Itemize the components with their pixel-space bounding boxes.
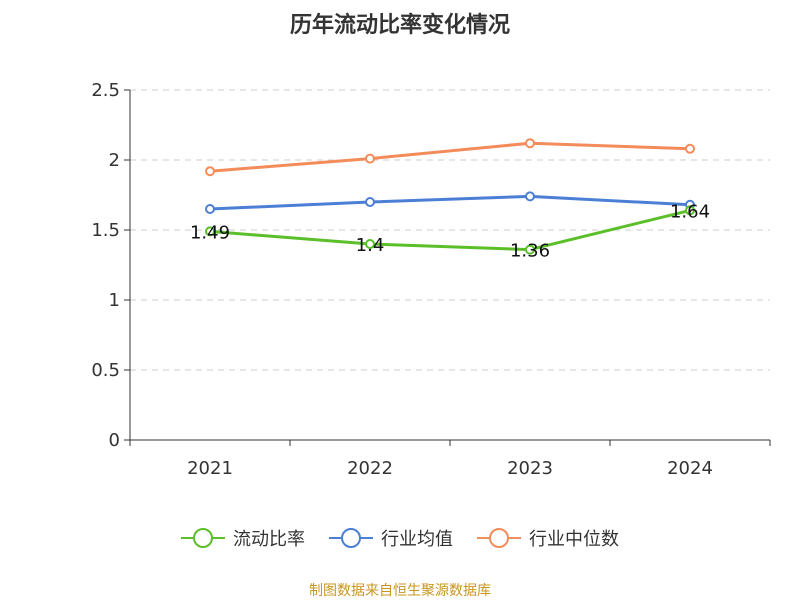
legend-label: 流动比率	[233, 529, 305, 550]
series	[205, 138, 695, 255]
axes: 0 0.5 1 1.5 2 2.5 2021 2022 2023 2024	[91, 80, 771, 479]
y-tick-label: 1.5	[91, 220, 120, 241]
legend-item-2[interactable]: 行业均值	[329, 528, 453, 550]
legend-circle-icon	[341, 528, 361, 548]
data-point	[525, 138, 535, 149]
x-tick-label: 2024	[667, 458, 713, 479]
x-tick-label: 2022	[347, 458, 393, 479]
series-line	[209, 194, 691, 211]
data-point	[365, 197, 375, 207]
data-label: 1.49	[190, 222, 230, 243]
legend-label: 行业均值	[381, 529, 453, 550]
legend-circle-icon	[489, 528, 509, 548]
legend-circle-icon	[193, 528, 213, 548]
legend[interactable]: 流动比率 行业均值 行业中位数	[181, 528, 619, 550]
legend-item-3[interactable]: 行业中位数	[477, 528, 619, 550]
y-tick-label: 2.5	[91, 80, 120, 101]
series-2	[205, 191, 695, 214]
data-label: 1.4	[356, 235, 385, 256]
data-point	[365, 239, 375, 249]
data-labels: 1.49 1.4 1.36 1.64	[190, 201, 710, 261]
chart-title: 历年流动比率变化情况	[290, 12, 510, 38]
data-point	[205, 166, 215, 177]
series-3	[205, 138, 695, 177]
data-point	[365, 153, 375, 164]
y-tick-label: 0.5	[91, 360, 120, 381]
data-label: 1.64	[670, 201, 710, 222]
legend-label: 行业中位数	[529, 529, 619, 550]
data-point	[205, 226, 215, 237]
data-point	[205, 204, 215, 214]
data-label: 1.36	[510, 241, 550, 262]
series-1	[205, 205, 695, 255]
data-point	[685, 143, 695, 154]
data-point	[525, 244, 535, 255]
y-tick-label: 2	[109, 150, 120, 171]
data-point	[685, 205, 695, 216]
y-tick-label: 0	[109, 430, 120, 451]
x-tick-label: 2021	[187, 458, 233, 479]
legend-item-1[interactable]: 流动比率	[181, 528, 305, 550]
source-note: 制图数据来自恒生聚源数据库	[309, 583, 491, 599]
grid	[130, 89, 770, 371]
series-line	[209, 141, 691, 173]
y-tick-label: 1	[109, 290, 120, 311]
data-point	[525, 191, 535, 202]
series-line	[209, 208, 691, 252]
x-tick-label: 2023	[507, 458, 553, 479]
